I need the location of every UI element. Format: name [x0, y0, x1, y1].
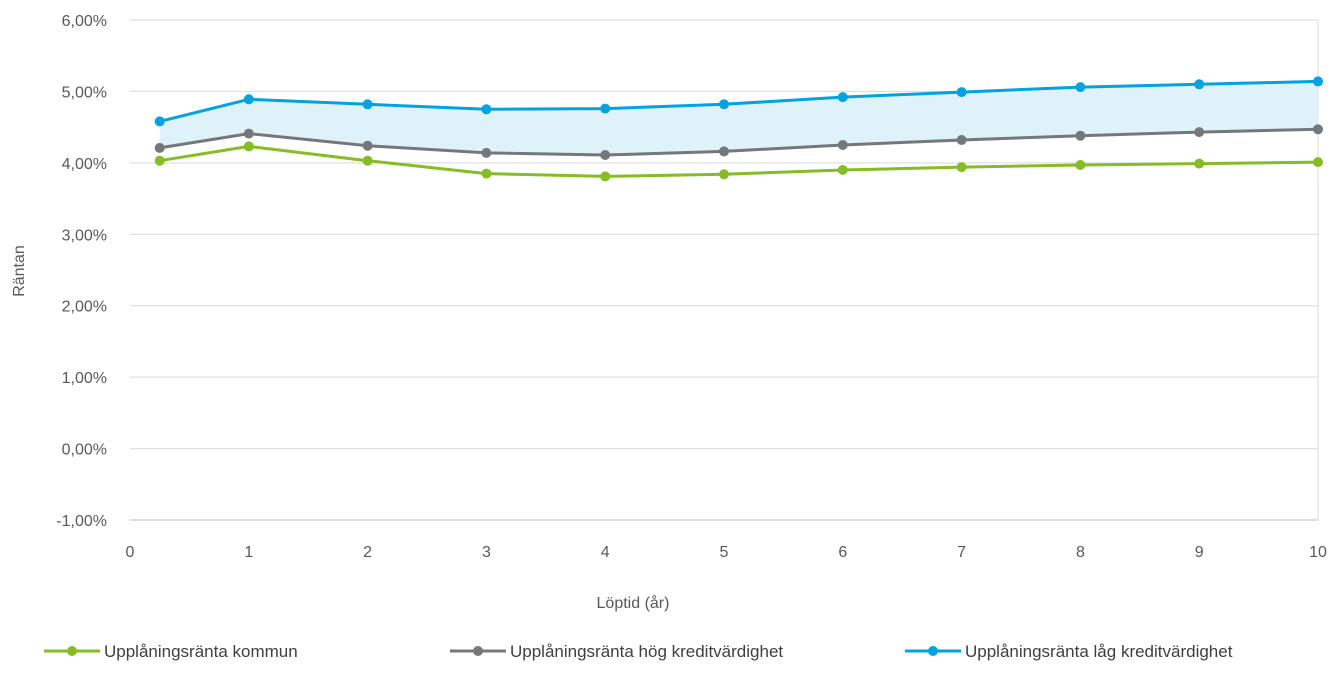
legend-item: Upplåningsränta kommun	[44, 642, 298, 661]
legend-label: Upplåningsränta låg kreditvärdighet	[965, 642, 1233, 661]
legend-item: Upplåningsränta hög kreditvärdighet	[450, 642, 783, 661]
data-point	[837, 92, 848, 103]
x-tick-label: 0	[126, 544, 135, 561]
data-point	[837, 165, 848, 175]
x-tick-label: 1	[244, 544, 253, 561]
data-point	[1075, 82, 1086, 93]
data-point	[1194, 158, 1205, 169]
y-tick-label: 5,00%	[62, 84, 107, 101]
series-3	[154, 76, 1323, 127]
x-tick-label: 2	[363, 544, 372, 561]
legend-marker	[928, 646, 938, 656]
y-axis-title: Räntan	[11, 245, 28, 297]
data-point	[719, 99, 729, 110]
data-point	[956, 162, 967, 173]
y-tick-label: 2,00%	[62, 299, 107, 316]
x-tick-label: 7	[957, 544, 966, 561]
x-tick-label: 8	[1076, 544, 1085, 561]
series-1	[154, 141, 1323, 182]
x-tick-label: 3	[482, 544, 491, 561]
data-point	[243, 94, 254, 105]
data-point	[481, 168, 492, 179]
data-point	[1194, 127, 1205, 138]
y-axis-tick-labels: -1,00% 0,00% 1,00% 2,00% 3,00% 4,00% 5,00% 6,00…	[56, 13, 107, 530]
y-tick-label: 4,00%	[62, 156, 107, 173]
data-point	[362, 140, 373, 151]
data-point	[243, 141, 254, 152]
series-lines	[154, 76, 1323, 182]
legend-label: Upplåningsränta hög kreditvärdighet	[510, 642, 783, 661]
data-point	[362, 99, 373, 110]
data-point	[600, 150, 611, 160]
gridlines	[130, 19, 1319, 521]
data-point	[1194, 79, 1205, 90]
data-point	[956, 87, 967, 98]
x-axis-tick-labels: 0 1 2 3 4 5 6 7 8 9 10	[126, 544, 1327, 561]
data-point	[362, 155, 373, 166]
data-point	[481, 147, 492, 158]
y-tick-label: 6,00%	[62, 13, 107, 30]
x-tick-label: 4	[601, 544, 610, 561]
legend-item: Upplåningsränta låg kreditvärdighet	[905, 642, 1233, 661]
y-tick-label: -1,00%	[56, 513, 107, 530]
legend-label: Upplåningsränta kommun	[104, 642, 298, 661]
legend-marker	[67, 646, 77, 656]
x-tick-label: 9	[1195, 544, 1204, 561]
x-axis-title: Löptid (år)	[597, 594, 670, 612]
data-point	[719, 169, 729, 180]
x-tick-label: 10	[1309, 544, 1327, 561]
data-point	[956, 135, 967, 145]
data-point	[154, 155, 165, 166]
data-point	[719, 146, 729, 157]
y-tick-label: 3,00%	[62, 227, 107, 244]
data-point	[154, 116, 165, 127]
data-point	[481, 104, 492, 115]
data-point	[154, 142, 165, 153]
y-tick-label: 0,00%	[62, 442, 107, 459]
data-point	[1313, 124, 1323, 135]
data-point	[1313, 76, 1323, 87]
data-point	[600, 103, 611, 114]
legend-marker	[473, 646, 483, 656]
y-tick-label: 1,00%	[62, 370, 107, 387]
data-point	[243, 128, 254, 139]
x-tick-label: 5	[720, 544, 729, 561]
data-point	[1075, 130, 1086, 141]
data-point	[1313, 157, 1323, 168]
x-tick-label: 6	[838, 544, 847, 561]
data-point	[600, 171, 611, 182]
series-2	[154, 124, 1323, 160]
data-point	[1075, 160, 1086, 170]
legend: Upplåningsränta kommun Upplåningsränta hö…	[44, 642, 1233, 661]
credit-spread-band	[159, 81, 1319, 155]
data-point	[837, 140, 848, 150]
